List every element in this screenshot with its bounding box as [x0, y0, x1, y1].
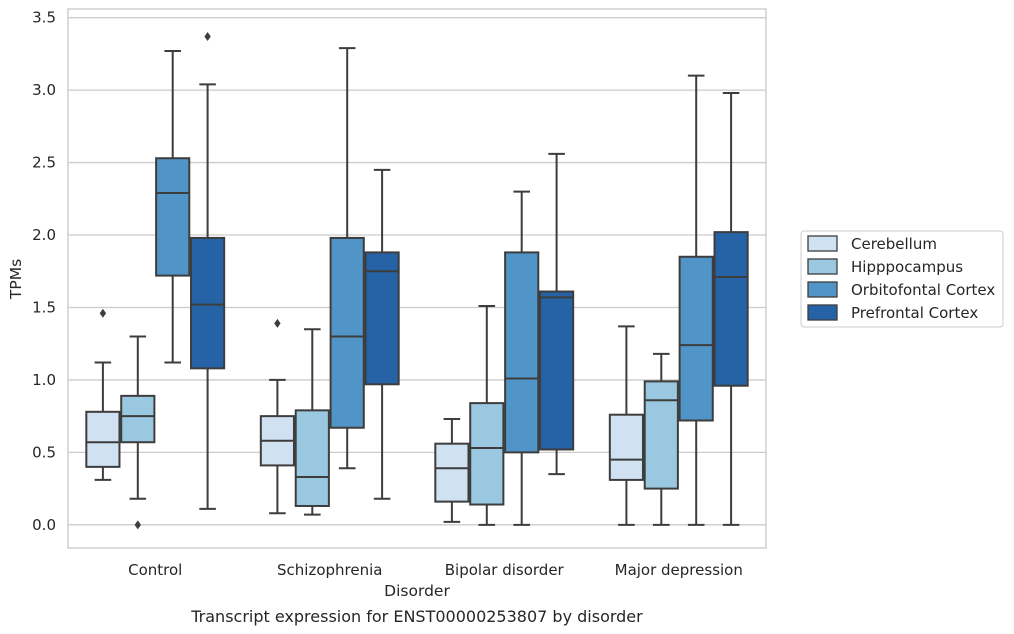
y-tick-label: 3.5	[32, 9, 56, 27]
box-iqr	[469, 402, 505, 506]
box-iqr	[190, 236, 226, 370]
outlier-point	[134, 520, 141, 530]
x-axis-title: Disorder	[384, 582, 450, 600]
chart-caption: Transcript expression for ENST0000025380…	[190, 607, 643, 626]
box-prefrontal-cortex-2	[539, 152, 575, 476]
y-tick-label: 2.5	[32, 154, 56, 172]
y-tick-labels: 0.0 0.5 1.0 1.5 2.0 2.5 3.0 3.5	[32, 9, 56, 534]
box-prefrontal-cortex-1	[364, 168, 400, 500]
legend-swatch	[807, 235, 838, 252]
y-tick-label: 1.0	[32, 371, 56, 389]
box-prefrontal-cortex-0	[190, 32, 226, 510]
box-iqr	[504, 251, 540, 454]
box-cerebellum-2	[434, 418, 470, 523]
box-orbitofontal-cortex-0	[155, 50, 191, 364]
box-iqr	[294, 409, 330, 507]
y-axis-title: TPMs	[7, 259, 25, 300]
box-iqr	[85, 410, 121, 468]
y-tick-label: 3.0	[32, 81, 56, 99]
box-orbitofontal-cortex-3	[678, 74, 714, 526]
boxes	[85, 32, 749, 530]
box-iqr	[364, 251, 400, 386]
y-tick-label: 0.5	[32, 443, 56, 461]
legend-label: Cerebellum	[851, 235, 937, 253]
box-iqr	[539, 290, 575, 451]
box-prefrontal-cortex-3	[713, 92, 749, 526]
y-tick-label: 1.5	[32, 298, 56, 316]
legend-frame	[800, 230, 1004, 328]
box-iqr	[434, 442, 470, 503]
box-cerebellum-3	[608, 325, 644, 526]
outlier-point	[274, 318, 281, 328]
box-cerebellum-1	[259, 318, 295, 515]
legend-label: Hipppocampus	[851, 258, 963, 276]
box-orbitofontal-cortex-2	[504, 190, 540, 526]
legend-label: Orbitofontal Cortex	[851, 281, 995, 299]
box-hipppocampus-3	[643, 352, 679, 526]
box-iqr	[120, 394, 156, 444]
legend-swatch	[807, 281, 838, 298]
box-iqr	[329, 236, 365, 429]
box-cerebellum-0	[85, 308, 121, 481]
x-tick-labels: Control Schizophrenia Bipolar disorder Majo…	[128, 561, 743, 579]
y-tick-label: 2.0	[32, 226, 56, 244]
x-tick-label: Schizophrenia	[277, 561, 382, 579]
box-orbitofontal-cortex-1	[329, 47, 365, 470]
x-tick-label: Major depression	[615, 561, 743, 579]
x-tick-label: Control	[128, 561, 182, 579]
box-iqr	[608, 413, 644, 481]
box-iqr	[643, 380, 679, 490]
x-tick-label: Bipolar disorder	[445, 561, 565, 579]
legend-label: Prefrontal Cortex	[851, 304, 978, 322]
y-tick-label: 0.0	[32, 516, 56, 534]
box-iqr	[155, 157, 191, 277]
box-hipppocampus-2	[469, 305, 505, 526]
box-hipppocampus-0	[120, 335, 156, 530]
plot-area-frame	[67, 8, 767, 549]
box-iqr	[678, 255, 714, 422]
box-hipppocampus-1	[294, 328, 330, 516]
legend-swatch	[807, 304, 838, 321]
legend-swatch	[807, 258, 838, 275]
legend: Cerebellum Hipppocampus Orbitofontal Corte…	[800, 230, 1004, 328]
outlier-point	[204, 32, 211, 42]
box-iqr	[713, 231, 749, 387]
outlier-point	[99, 308, 107, 318]
